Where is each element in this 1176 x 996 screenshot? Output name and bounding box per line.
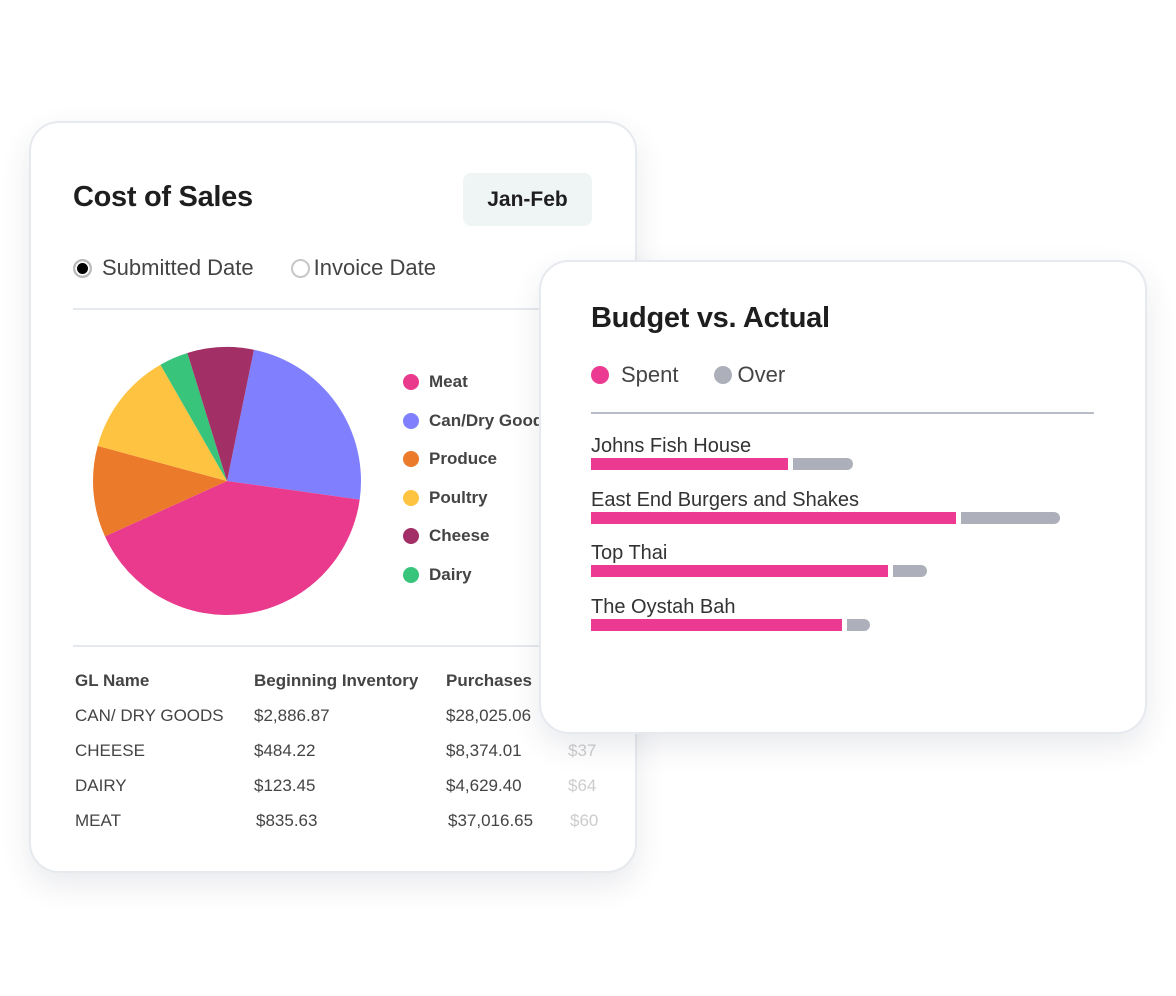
- legend-dot: [403, 374, 419, 391]
- table-cell: CAN/ DRY GOODS: [75, 705, 224, 725]
- table-cell: $8,374.01: [446, 740, 522, 760]
- table-cell: $123.45: [254, 775, 316, 795]
- bar-spent: [591, 565, 889, 577]
- bar-row: The Oystah Bah: [591, 595, 1093, 649]
- bar-label: The Oystah Bah: [591, 595, 736, 618]
- legend-dot: [403, 528, 419, 545]
- card-title: Cost of Sales: [73, 181, 253, 213]
- bar-legend: Spent Over: [591, 362, 785, 388]
- bar-row: Top Thai: [591, 541, 1093, 595]
- radio-label: Submitted Date: [102, 255, 254, 280]
- bar-row: East End Burgers and Shakes: [591, 488, 1093, 542]
- legend-label: Cheese: [429, 526, 490, 546]
- budget-vs-actual-card: Budget vs. Actual Spent Over Johns Fish …: [539, 260, 1147, 734]
- pie-slice-meat: [104, 481, 360, 615]
- bar-row: Johns Fish House: [591, 434, 1093, 488]
- legend-dot-spent: [591, 366, 609, 384]
- table-cell: $60: [570, 810, 599, 830]
- bar-spent: [591, 458, 788, 470]
- legend-dot: [403, 566, 419, 583]
- bar-spent: [591, 511, 956, 524]
- table-cell: $835.63: [256, 810, 318, 830]
- gl-table: GL Name Beginning Inventory Purchases CA…: [75, 663, 598, 838]
- bar-label: East End Burgers and Shakes: [591, 488, 859, 511]
- legend-label: Produce: [429, 449, 498, 469]
- column-header: Beginning Inventory: [254, 670, 419, 690]
- table-cell: CHEESE: [75, 740, 145, 760]
- bar-over: [960, 511, 1060, 524]
- table-row: DAIRY $123.45 $4,629.40 $64: [75, 768, 598, 803]
- legend-dot: [403, 489, 419, 506]
- table-cell: $2,886.87: [254, 705, 330, 725]
- pie-chart: [93, 347, 361, 615]
- bar-chart: Johns Fish House East End Burgers and Sh…: [591, 434, 1093, 648]
- divider: [73, 645, 633, 647]
- legend-item: Poultry: [403, 479, 543, 518]
- period-selector[interactable]: Jan-Feb: [463, 173, 592, 226]
- table-cell: $37: [568, 740, 597, 760]
- legend-item: Can/Dry Good: [403, 402, 543, 441]
- table-cell: $28,025.06: [446, 705, 532, 725]
- table-cell: MEAT: [75, 810, 121, 830]
- bar-over: [792, 458, 854, 470]
- bar-spent: [591, 618, 842, 631]
- legend-item: Produce: [403, 440, 543, 479]
- legend-label: Spent: [621, 362, 679, 387]
- legend-item: Cheese: [403, 517, 543, 556]
- legend-label: Can/Dry Good: [429, 410, 544, 430]
- table-cell: $4,629.40: [446, 775, 522, 795]
- pie-legend: Meat Can/Dry Good Produce Poultry Cheese Dair…: [403, 363, 543, 594]
- bar-over: [893, 565, 928, 577]
- date-type-radio-group: Submitted Date Invoice Date: [73, 255, 436, 281]
- column-header: Purchases: [446, 670, 532, 690]
- table-row: CHEESE $484.22 $8,374.01 $37: [75, 733, 598, 768]
- legend-label: Over: [737, 362, 786, 387]
- column-header: GL Name: [75, 670, 150, 690]
- radio-invoice-date[interactable]: [290, 258, 310, 278]
- cost-of-sales-card: Cost of Sales Jan-Feb Submitted Date Inv…: [29, 121, 637, 873]
- table-cell: $64: [568, 775, 597, 795]
- pie-slice-cheese: [187, 347, 254, 481]
- table-row: MEAT $835.63 $37,016.65 $60: [75, 803, 598, 838]
- bar-label: Top Thai: [591, 542, 668, 564]
- legend-dot: [403, 412, 419, 429]
- radio-label: Invoice Date: [313, 255, 436, 280]
- pie-slice-can-dry-goods: [227, 349, 361, 500]
- bar-over: [847, 618, 871, 631]
- pie-slice-poultry: [97, 364, 227, 481]
- table-header-row: GL Name Beginning Inventory Purchases: [75, 663, 598, 698]
- pie-slice-produce: [93, 445, 227, 537]
- legend-label: Dairy: [429, 564, 472, 584]
- table-cell: DAIRY: [75, 775, 127, 795]
- divider: [73, 308, 633, 310]
- legend-item: Dairy: [403, 556, 543, 595]
- pie-slice-dairy: [160, 352, 227, 481]
- divider: [591, 412, 1094, 414]
- legend-label: Poultry: [429, 487, 488, 507]
- card-title: Budget vs. Actual: [591, 302, 830, 334]
- legend-item: Meat: [403, 363, 543, 402]
- radio-submitted-date[interactable]: [73, 258, 92, 278]
- table-cell: $484.22: [254, 740, 316, 760]
- legend-dot: [403, 451, 419, 468]
- bar-label: Johns Fish House: [591, 435, 752, 457]
- legend-dot-over: [713, 366, 732, 384]
- table-cell: $37,016.65: [448, 810, 534, 830]
- legend-label: Meat: [429, 372, 468, 392]
- table-row: CAN/ DRY GOODS $2,886.87 $28,025.06: [75, 698, 598, 733]
